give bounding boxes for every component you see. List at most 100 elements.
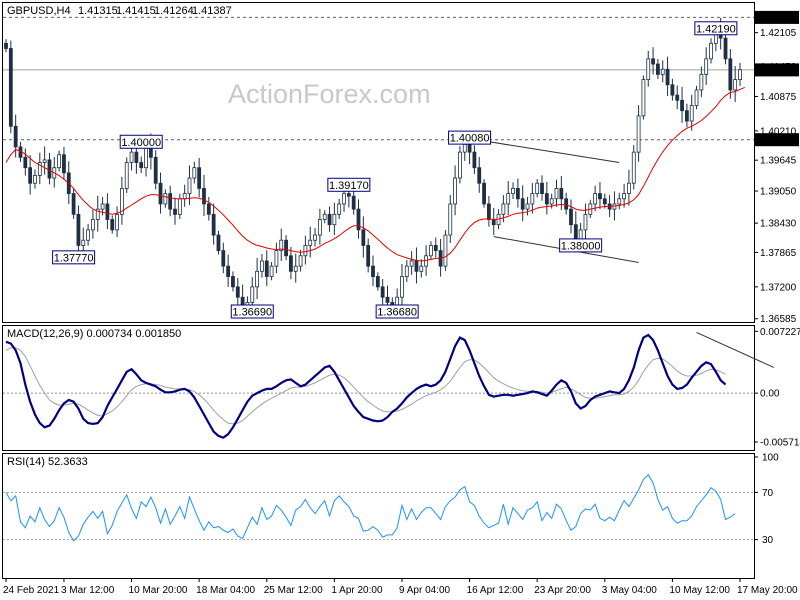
candle xyxy=(472,145,477,174)
candle-body xyxy=(303,245,308,257)
candle xyxy=(231,271,235,292)
price-levels xyxy=(3,16,754,141)
candle xyxy=(76,205,81,254)
candle-body xyxy=(467,143,472,153)
candle xyxy=(91,209,95,239)
candle-body xyxy=(105,203,110,220)
candle xyxy=(255,257,260,299)
candle-body xyxy=(559,188,564,200)
level-price-badge: 1.40040 xyxy=(755,133,799,147)
candle xyxy=(738,62,742,86)
candle-body xyxy=(284,239,288,257)
candle-body xyxy=(47,159,52,179)
candle-body xyxy=(28,167,33,184)
candle xyxy=(274,242,279,274)
candle xyxy=(506,181,511,216)
candle-body xyxy=(62,154,66,174)
y-tick-label: 30 xyxy=(762,535,774,546)
candle-body xyxy=(443,234,448,267)
candle-body xyxy=(255,270,260,288)
price-annotation: 1.36680 xyxy=(375,304,419,319)
annotation-box xyxy=(375,304,419,319)
candle xyxy=(733,66,738,103)
candle-body xyxy=(472,151,477,169)
candle xyxy=(704,47,709,85)
candle-body xyxy=(738,69,742,80)
candle-body xyxy=(728,58,733,91)
y-tick-label: 1.42105 xyxy=(760,28,797,39)
price-badge-bg xyxy=(755,10,799,24)
candle xyxy=(598,181,602,210)
candle xyxy=(530,182,535,214)
candle-body xyxy=(670,84,675,96)
x-tick-label: 9 Apr 04:00 xyxy=(399,585,451,596)
candle-body xyxy=(689,105,694,122)
candle-body xyxy=(289,255,293,272)
candle-body xyxy=(723,37,728,60)
candle xyxy=(651,47,655,75)
candle-body xyxy=(71,193,76,215)
y-tick-label: 0.00 xyxy=(760,389,780,400)
macd-trendline xyxy=(696,331,775,368)
y-tick-label: 1.37865 xyxy=(760,248,797,259)
candle-body xyxy=(554,188,559,200)
candle xyxy=(419,259,424,278)
candle xyxy=(332,202,337,236)
candle-body xyxy=(530,193,535,205)
x-tick-label: 10 Mar 20:00 xyxy=(129,585,188,596)
candle-body xyxy=(404,265,409,277)
macd-y-axis: 0.007227 0.00 -0.005714 xyxy=(754,327,800,448)
candle-body xyxy=(356,208,361,231)
candle-body xyxy=(250,286,255,303)
candle-body xyxy=(651,58,655,65)
price-annotation: 1.40000 xyxy=(119,134,163,149)
candle-body xyxy=(593,193,598,205)
candle xyxy=(486,196,491,227)
price-badge-text: 1.42400 xyxy=(760,13,797,24)
candle xyxy=(646,50,651,87)
candle xyxy=(684,103,689,128)
y-tick-label: 1.40210 xyxy=(760,126,797,137)
candle xyxy=(356,199,361,239)
macd-line xyxy=(5,333,727,439)
candle-body xyxy=(23,156,28,169)
price-panel: ActionForex.com 1.40000 1.37770 1.39170 1.3… xyxy=(2,2,799,325)
candle xyxy=(641,75,646,120)
candle-body xyxy=(482,182,486,205)
candle xyxy=(433,237,438,258)
candle-body xyxy=(506,193,511,205)
annotation-box xyxy=(52,250,96,265)
candle-body xyxy=(264,260,269,277)
price-y-axis: 1.421051.414501.408751.402101.396451.390… xyxy=(754,10,799,325)
candle xyxy=(636,105,641,162)
candle xyxy=(670,78,675,101)
candle xyxy=(23,148,28,176)
candle-body xyxy=(134,151,139,163)
candle-body xyxy=(501,203,506,215)
candle-body xyxy=(158,182,163,205)
candle xyxy=(371,255,375,287)
x-tick-label: 10 May 12:00 xyxy=(669,585,730,596)
candle xyxy=(4,39,8,53)
annotation-box xyxy=(119,134,163,149)
candle-body xyxy=(346,193,351,197)
candle-body xyxy=(627,182,631,194)
candle-body xyxy=(124,162,129,189)
candle xyxy=(235,278,240,306)
candle xyxy=(71,188,76,219)
candle xyxy=(158,172,163,214)
x-tick-label: 16 Apr 12:00 xyxy=(467,585,524,596)
candle-body xyxy=(361,229,366,246)
candle-body xyxy=(317,219,322,236)
candle-body xyxy=(144,146,148,169)
candle xyxy=(453,165,457,216)
candle-body xyxy=(660,68,665,75)
candle xyxy=(322,210,327,224)
candle xyxy=(675,85,680,110)
candle xyxy=(260,254,264,278)
y-tick-label: 70 xyxy=(762,488,774,499)
candle xyxy=(458,146,462,184)
price-annotations: 1.40000 1.37770 1.39170 1.36690 1.36680 1.400… xyxy=(52,21,738,319)
candle-body xyxy=(385,296,390,303)
candle-body xyxy=(221,250,226,267)
